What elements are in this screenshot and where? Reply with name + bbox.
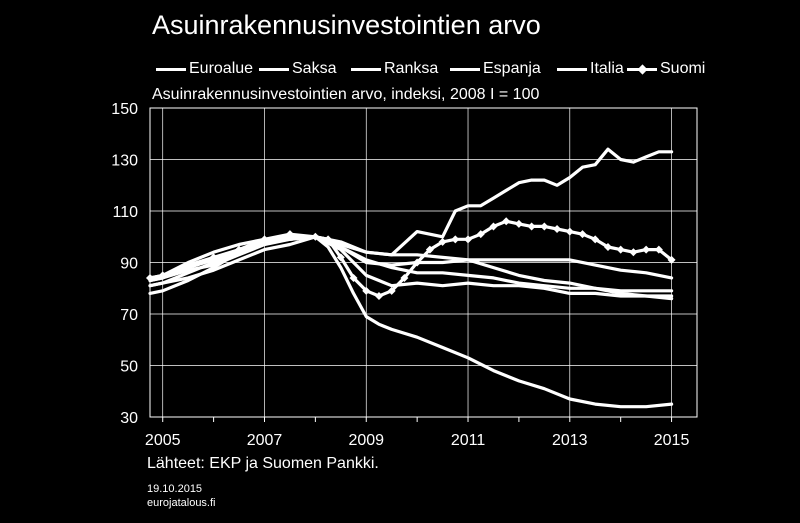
legend-item-ranksa: Ranksa <box>351 60 438 78</box>
legend-item-italia: Italia <box>557 60 624 78</box>
data-point-suomi <box>616 245 625 254</box>
data-point-suomi <box>260 235 269 244</box>
data-point-suomi <box>464 235 473 244</box>
data-point-suomi <box>553 225 562 234</box>
data-point-suomi <box>387 286 396 295</box>
data-point-suomi <box>158 271 167 280</box>
x-tick-label: 2015 <box>654 432 690 449</box>
data-point-suomi <box>311 232 320 241</box>
data-point-suomi <box>209 253 218 262</box>
legend-label: Ranksa <box>384 60 439 77</box>
data-point-suomi <box>438 237 447 246</box>
data-point-suomi <box>540 222 549 231</box>
legend-label: Espanja <box>483 60 541 77</box>
y-tick-label: 130 <box>111 153 138 170</box>
y-tick-label: 50 <box>120 359 138 376</box>
legend-item-euroalue: Euroalue <box>156 60 253 78</box>
data-point-suomi <box>667 255 676 264</box>
data-point-suomi <box>285 230 294 239</box>
legend-item-saksa: Saksa <box>259 60 336 78</box>
data-point-suomi <box>374 291 383 300</box>
data-point-suomi <box>235 245 244 254</box>
site-name: eurojatalous.fi <box>147 497 216 509</box>
data-point-suomi <box>362 286 371 295</box>
data-point-suomi <box>514 219 523 228</box>
x-tick-label: 2005 <box>145 432 181 449</box>
publish-date: 19.10.2015 <box>147 483 203 495</box>
series-line-ranksa <box>148 235 674 301</box>
series-line-italia <box>148 235 674 298</box>
legend-line-icon <box>450 67 480 71</box>
source-note: Lähteet: EKP ja Suomen Pankki. <box>147 455 379 472</box>
legend-item-suomi: Suomi <box>627 60 705 78</box>
x-tick-label: 2011 <box>451 432 486 449</box>
data-point-suomi <box>476 230 485 239</box>
y-tick-label: 30 <box>120 410 138 427</box>
legend-label: Suomi <box>660 60 706 77</box>
x-tick-label: 2009 <box>348 432 384 449</box>
data-point-suomi <box>654 245 663 254</box>
legend-label: Euroalue <box>189 60 254 77</box>
y-tick-label: 110 <box>112 204 138 221</box>
y-tick-label: 90 <box>120 256 138 273</box>
series-line-espanja <box>148 235 674 409</box>
data-point-suomi <box>642 245 651 254</box>
data-point-suomi <box>565 227 574 236</box>
data-point-suomi <box>527 222 536 231</box>
data-point-suomi <box>629 248 638 257</box>
legend-label: Saksa <box>292 60 337 77</box>
data-point-suomi <box>336 253 345 262</box>
y-tick-label: 70 <box>120 307 138 324</box>
data-point-suomi <box>578 230 587 239</box>
data-point-suomi <box>413 258 422 267</box>
data-point-suomi <box>324 235 333 244</box>
data-point-suomi <box>603 243 612 252</box>
data-point-suomi <box>451 235 460 244</box>
data-point-suomi <box>425 245 434 254</box>
legend-line-icon <box>557 67 587 71</box>
chart-subtitle: Asuinrakennusinvestointien arvo, indeksi… <box>152 86 540 103</box>
series-line-saksa <box>148 235 674 288</box>
legend-line-icon <box>259 67 289 71</box>
legend-marker-line-icon <box>627 63 657 75</box>
data-point-suomi <box>184 261 193 270</box>
y-tick-label: 150 <box>111 101 138 118</box>
chart-title: Asuinrakennusinvestointien arvo <box>152 10 541 40</box>
x-tick-label: 2013 <box>552 432 588 449</box>
data-point-suomi <box>146 273 154 282</box>
x-tick-label: 2007 <box>247 432 283 449</box>
data-point-suomi <box>349 273 358 282</box>
data-point-suomi <box>400 273 409 282</box>
legend-item-espanja: Espanja <box>450 60 541 78</box>
data-point-suomi <box>502 217 511 226</box>
legend-line-icon <box>156 67 186 71</box>
data-point-suomi <box>591 235 600 244</box>
legend-line-icon <box>351 67 381 71</box>
data-point-suomi <box>489 222 498 231</box>
legend-label: Italia <box>590 60 624 77</box>
